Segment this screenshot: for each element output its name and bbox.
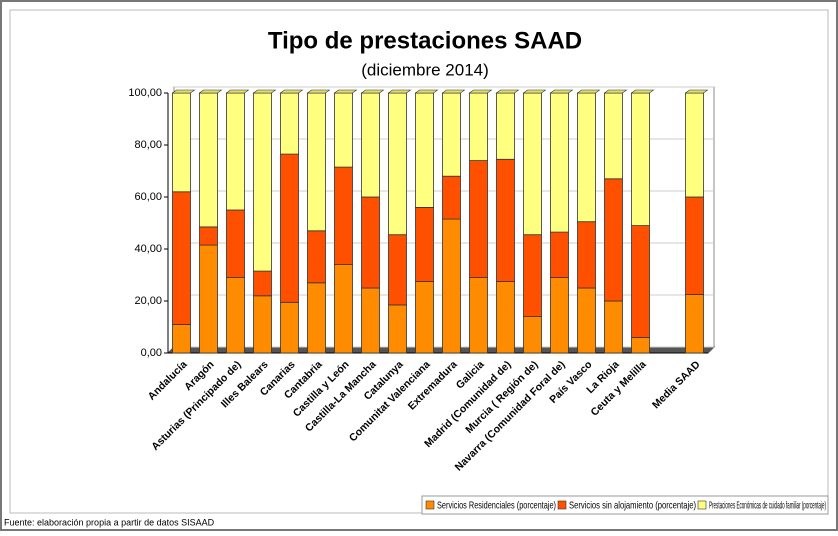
bar-segment <box>253 92 272 272</box>
y-tick-label: 0,00 <box>141 347 162 359</box>
bar-top <box>279 89 304 94</box>
bar-segment <box>604 92 623 180</box>
bar-segment <box>334 264 353 354</box>
bar-segment <box>415 206 434 282</box>
bar-segment <box>523 234 542 317</box>
bar-segment <box>172 92 191 193</box>
bar-segment <box>469 277 488 354</box>
bar-segment <box>199 92 218 228</box>
bar-segment <box>604 300 623 354</box>
bar-top <box>414 89 439 94</box>
legend-swatch <box>557 500 567 510</box>
bar-segment <box>307 282 326 354</box>
bar-top <box>630 89 655 94</box>
bar-top <box>603 89 628 94</box>
bar-segment <box>199 226 218 246</box>
legend-box <box>421 495 829 515</box>
bar-segment <box>442 92 461 177</box>
bar-segment <box>226 277 245 354</box>
bar-segment <box>334 166 353 266</box>
bar-segment <box>415 281 434 354</box>
chart-subtitle: (diciembre 2014) <box>361 60 489 79</box>
bar-segment <box>442 218 461 354</box>
bar-top <box>333 89 358 94</box>
bar-segment <box>577 287 596 354</box>
bar-top <box>549 89 574 94</box>
bar-segment <box>307 230 326 284</box>
bar-segment <box>199 244 218 354</box>
bar-segment <box>361 92 380 198</box>
bar-segment <box>442 175 461 220</box>
bar-segment <box>631 225 650 338</box>
bar-segment <box>388 234 407 306</box>
bar-segment <box>550 92 569 233</box>
bar-top <box>468 89 493 94</box>
bar-segment <box>469 160 488 279</box>
bar-segment <box>334 92 353 168</box>
legend-label: Prestaciones Económicas de cuidado famil… <box>709 499 826 511</box>
bar-segment <box>523 316 542 354</box>
legend-swatch <box>425 500 435 510</box>
bar-segment <box>172 191 191 325</box>
bar-top <box>360 89 385 94</box>
bar-segment <box>307 92 326 232</box>
legend-label: Servicios sin alojamiento (porcentaje) <box>569 499 696 511</box>
bar-segment <box>631 336 650 354</box>
bar-segment <box>361 196 380 289</box>
legend-swatch <box>697 500 707 510</box>
bar-top <box>252 89 277 94</box>
bar-segment <box>685 196 704 295</box>
bar-segment <box>253 270 272 297</box>
bar-segment <box>253 295 272 354</box>
bar-top <box>171 89 196 94</box>
bar-segment <box>415 92 434 208</box>
bar-segment <box>496 281 515 354</box>
bar-segment <box>226 92 245 211</box>
bar-top <box>441 89 466 94</box>
y-tick-label: 20,00 <box>134 295 162 307</box>
bar-segment <box>577 221 596 289</box>
bar-top <box>522 89 547 94</box>
bar-segment <box>685 294 704 354</box>
bar-segment <box>280 153 299 303</box>
bar-segment <box>469 92 488 161</box>
bar-segment <box>361 287 380 354</box>
bar-top <box>495 89 520 94</box>
bar-top <box>198 89 223 94</box>
legend-label: Servicios Residenciales (porcentaje) <box>437 499 556 511</box>
bar-segment <box>388 92 407 236</box>
bar-segment <box>388 304 407 354</box>
bar-top <box>306 89 331 94</box>
bar-segment <box>550 231 569 279</box>
y-tick-label: 40,00 <box>134 243 162 255</box>
bar-top <box>387 89 412 94</box>
y-tick-label: 80,00 <box>134 139 162 151</box>
source-note: Fuente: elaboración propia a partir de d… <box>4 517 215 527</box>
bar-segment <box>226 209 245 278</box>
bar-segment <box>523 92 542 236</box>
bar-segment <box>550 277 569 354</box>
bar-segment <box>496 92 515 160</box>
bar-top <box>684 89 709 94</box>
bar-segment <box>280 92 299 155</box>
bar-top <box>225 89 250 94</box>
bar-segment <box>577 92 596 223</box>
chart-title: Tipo de prestaciones SAAD <box>268 27 582 54</box>
bar-segment <box>280 301 299 354</box>
bar-top <box>576 89 601 94</box>
bar-segment <box>685 92 704 198</box>
bar-segment <box>496 158 515 282</box>
bar-segment <box>631 92 650 227</box>
y-tick-label: 100,00 <box>128 87 162 99</box>
y-tick-label: 60,00 <box>134 191 162 203</box>
bar-segment <box>604 178 623 302</box>
bar-segment <box>172 323 191 354</box>
